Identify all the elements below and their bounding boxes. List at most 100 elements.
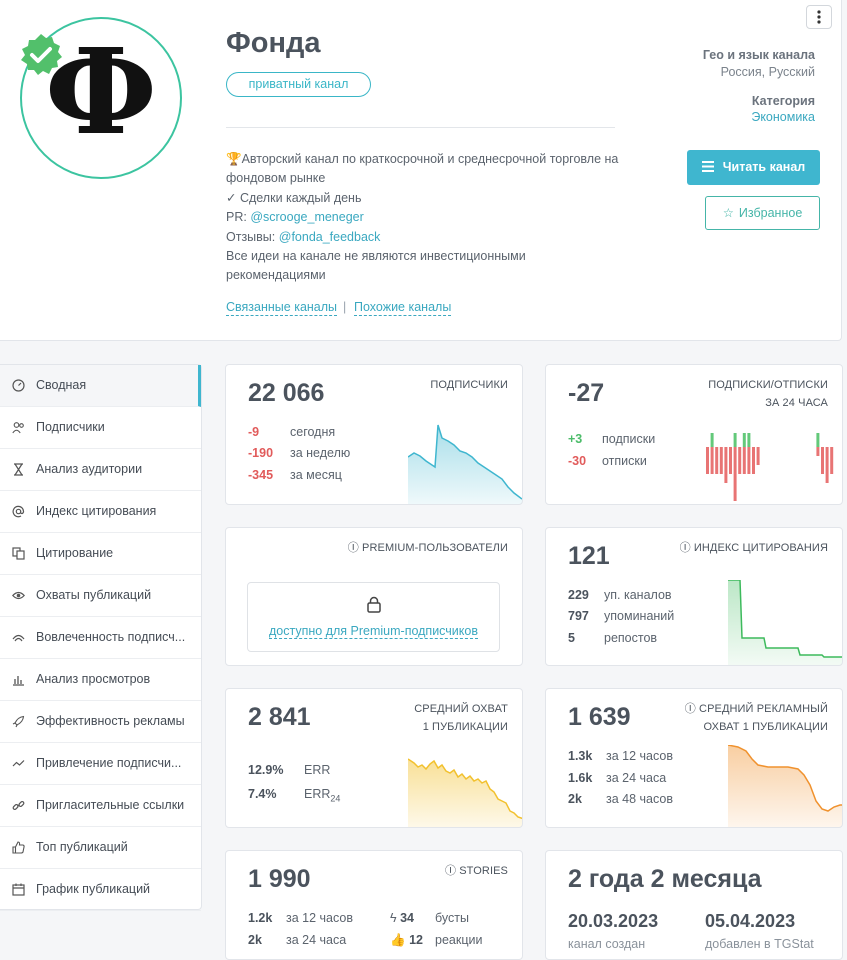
ad-reach-card[interactable]: 1 639 ⓘ СРЕДНИЙ РЕКЛАМНЫЙ ОХВАТ 1 ПУБЛИК… bbox=[545, 688, 843, 828]
stories-caption-text: STORIES bbox=[459, 865, 508, 877]
trend-icon bbox=[12, 760, 25, 767]
premium-caption-text: PREMIUM-ПОЛЬЗОВАТЕЛИ bbox=[362, 542, 508, 554]
pr-link[interactable]: @scrooge_meneger bbox=[250, 210, 364, 225]
description-line: 🏆Авторский канал по краткосрочной и сред… bbox=[226, 152, 619, 186]
err24-label-text: ERR bbox=[304, 787, 331, 801]
unsubs-value: -30 bbox=[568, 454, 587, 468]
sidebar-item[interactable]: Подписчики bbox=[0, 407, 201, 449]
subs-unsubs-card[interactable]: -27 ПОДПИСКИ/ОТПИСКИ ЗА 24 ЧАСА +3 подпи… bbox=[545, 364, 843, 505]
sidebar-item-label: Охваты публикаций bbox=[36, 588, 152, 602]
sidebar-item[interactable]: Цитирование bbox=[0, 533, 201, 575]
ad-reach-24h-value: 1.6k bbox=[568, 771, 593, 785]
category-link[interactable]: Экономика bbox=[751, 110, 815, 124]
channel-age-value: 2 года 2 месяца bbox=[568, 865, 762, 893]
created-date: 20.03.2023 bbox=[568, 911, 659, 931]
channel-type-badge: приватный канал bbox=[226, 72, 371, 97]
favorite-label: Избранное bbox=[738, 206, 803, 220]
similar-channels-link[interactable]: Похожие каналы bbox=[354, 300, 452, 316]
premium-lock-box[interactable]: доступно для Premium-подписчиков bbox=[247, 582, 500, 652]
avatar-letter: Ф bbox=[45, 22, 157, 161]
description-line: Все идеи на канале не являются инвестици… bbox=[226, 249, 526, 283]
week-label: за неделю bbox=[290, 446, 351, 460]
unsubs-bar bbox=[821, 447, 824, 474]
err24-value: 7.4% bbox=[248, 787, 277, 801]
sidebar-item[interactable]: Пригласительные ссылки bbox=[0, 785, 201, 827]
sidebar-item-label: Подписчики bbox=[36, 420, 105, 434]
unsubs-bar bbox=[729, 447, 732, 474]
subs-unsubs-caption-1: ПОДПИСКИ/ОТПИСКИ bbox=[708, 379, 828, 391]
subs-value: +3 bbox=[568, 432, 583, 446]
avg-reach-caption-1: СРЕДНИЙ ОХВАТ bbox=[414, 703, 508, 715]
today-delta: -9 bbox=[248, 425, 260, 439]
unsubs-bar bbox=[738, 447, 742, 474]
mentions-label: упоминаний bbox=[604, 609, 675, 623]
pr-label: PR: bbox=[226, 210, 247, 225]
stories-caption: ⓘ STORIES bbox=[445, 862, 508, 880]
sidebar-item[interactable]: Привлечение подписчи... bbox=[0, 743, 201, 785]
reactions-row: 👍 12 bbox=[390, 933, 423, 948]
sidebar-item[interactable]: Топ публикаций bbox=[0, 827, 201, 869]
feed-icon bbox=[701, 161, 714, 172]
geo-value: Россия, Русский bbox=[720, 65, 815, 79]
more-menu-button[interactable] bbox=[806, 5, 832, 29]
star-icon: ☆ bbox=[722, 206, 734, 220]
subs-label: подписки bbox=[602, 432, 656, 446]
unsubs-bar bbox=[742, 447, 746, 474]
subscribers-sparkline bbox=[408, 424, 522, 504]
stories-24h-label: за 24 часа bbox=[286, 933, 347, 947]
err-label: ERR bbox=[304, 763, 331, 777]
sidebar-item[interactable]: Индекс цитирования bbox=[0, 491, 201, 533]
citation-caption-text: ИНДЕКС ЦИТИРОВАНИЯ bbox=[693, 542, 828, 554]
sidebar-item-label: График публикаций bbox=[36, 882, 151, 896]
sidebar-item[interactable]: Вовлеченность подписч... bbox=[0, 617, 201, 659]
pr-line: PR: @scrooge_meneger bbox=[226, 208, 621, 227]
sidebar-item-label: Сводная bbox=[36, 378, 87, 392]
bar-chart-icon bbox=[13, 676, 24, 686]
feedback-link[interactable]: @fonda_feedback bbox=[278, 229, 381, 244]
subscribers-card[interactable]: 22 066 ПОДПИСЧИКИ -9 сегодня -190 за нед… bbox=[225, 364, 523, 505]
ad-reach-value: 1 639 bbox=[568, 703, 631, 731]
citation-sparkline bbox=[728, 580, 842, 665]
unsubs-bar bbox=[706, 447, 709, 474]
ad-reach-caption-2: ОХВАТ 1 ПУБЛИКАЦИИ bbox=[703, 721, 828, 733]
reposts-value: 5 bbox=[568, 631, 575, 645]
category-label: Категория bbox=[751, 94, 815, 108]
boosts-label: бусты bbox=[435, 911, 469, 925]
sidebar-item[interactable]: График публикаций bbox=[0, 869, 201, 911]
sidebar-item[interactable]: Сводная bbox=[0, 365, 201, 407]
created-label: канал создан bbox=[568, 937, 646, 951]
boosts-value: 34 bbox=[400, 911, 415, 925]
related-channels-link[interactable]: Связанные каналы bbox=[226, 300, 338, 316]
premium-lock-link[interactable]: доступно для Premium-подписчиков bbox=[248, 624, 499, 639]
ad-reach-12h-label: за 12 часов bbox=[606, 749, 673, 763]
read-channel-button[interactable]: Читать канал bbox=[687, 150, 820, 185]
boosts-row: ϟ 34 bbox=[390, 911, 414, 925]
sidebar-item[interactable]: Охваты публикаций bbox=[0, 575, 201, 617]
copy-icon bbox=[12, 547, 25, 560]
sidebar-item-label: Пригласительные ссылки bbox=[36, 798, 185, 812]
citation-index-card[interactable]: 121 ⓘ ИНДЕКС ЦИТИРОВАНИЯ 229 уп. каналов… bbox=[545, 527, 843, 666]
channel-avatar: Ф bbox=[20, 17, 182, 179]
hourglass-icon bbox=[14, 463, 23, 476]
sidebar-item[interactable]: Эффективность рекламы bbox=[0, 701, 201, 743]
sidebar-item[interactable]: Анализ аудитории bbox=[0, 449, 201, 491]
sidebar-item-label: Анализ аудитории bbox=[36, 462, 143, 476]
favorite-button[interactable]: ☆ Избранное bbox=[705, 196, 820, 230]
geo-label: Гео и язык канала bbox=[702, 48, 815, 62]
link-separator: | bbox=[343, 300, 347, 314]
channel-header: Ф Фонда приватный канал 🏆Авторский канал… bbox=[0, 0, 842, 341]
subs-bar bbox=[816, 433, 820, 447]
sidebar-item[interactable]: Анализ просмотров bbox=[0, 659, 201, 701]
subs-bar bbox=[710, 433, 714, 447]
subs-unsubs-bar-chart bbox=[706, 433, 834, 501]
description-line: ✓ Сделки каждый день bbox=[226, 190, 362, 205]
today-label: сегодня bbox=[290, 425, 336, 439]
avg-reach-card[interactable]: 2 841 СРЕДНИЙ ОХВАТ 1 ПУБЛИКАЦИИ 12.9% E… bbox=[225, 688, 523, 828]
thumbs-up-icon bbox=[12, 841, 25, 854]
channel-title: Фонда bbox=[226, 27, 321, 59]
feedback-line: Отзывы: @fonda_feedback bbox=[226, 228, 621, 247]
unsubs-bar bbox=[747, 447, 751, 474]
subs-bar bbox=[733, 433, 737, 447]
reactions-value: 12 bbox=[409, 933, 423, 947]
stories-12h-label: за 12 часов bbox=[286, 911, 353, 925]
